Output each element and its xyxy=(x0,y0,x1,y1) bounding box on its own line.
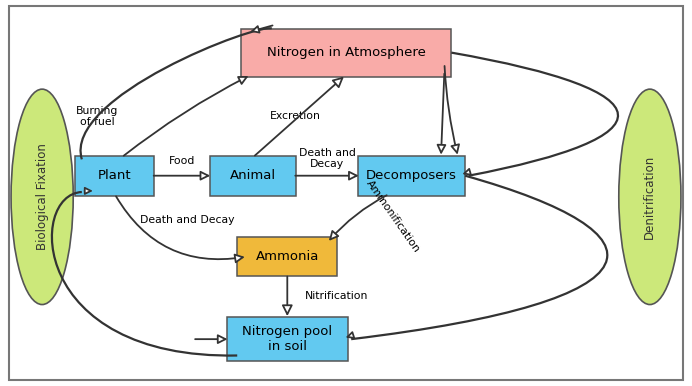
Text: Burning
of fuel: Burning of fuel xyxy=(76,106,118,127)
Text: Excretion: Excretion xyxy=(270,111,321,121)
FancyBboxPatch shape xyxy=(358,156,465,196)
Text: Decomposers: Decomposers xyxy=(366,169,457,182)
Text: Ammonification: Ammonification xyxy=(364,179,421,254)
Text: Animal: Animal xyxy=(230,169,276,182)
Ellipse shape xyxy=(619,89,681,305)
Ellipse shape xyxy=(11,89,73,305)
Text: Biological Fixation: Biological Fixation xyxy=(35,144,48,250)
Text: Plant: Plant xyxy=(98,169,131,182)
FancyBboxPatch shape xyxy=(227,317,347,361)
Text: Nitrogen pool
in soil: Nitrogen pool in soil xyxy=(242,325,332,353)
FancyBboxPatch shape xyxy=(241,29,451,77)
Text: Ammonia: Ammonia xyxy=(255,250,319,263)
Text: Death and Decay: Death and Decay xyxy=(140,215,235,225)
Text: Nitrification: Nitrification xyxy=(304,291,368,301)
Text: Nitrogen in Atmosphere: Nitrogen in Atmosphere xyxy=(266,46,426,59)
Text: Food: Food xyxy=(169,156,195,166)
Text: Death and
Decay: Death and Decay xyxy=(298,148,356,169)
FancyBboxPatch shape xyxy=(75,156,154,196)
FancyBboxPatch shape xyxy=(210,156,296,196)
Text: Denitrification: Denitrification xyxy=(644,155,657,239)
FancyBboxPatch shape xyxy=(9,7,683,379)
FancyBboxPatch shape xyxy=(237,237,338,276)
